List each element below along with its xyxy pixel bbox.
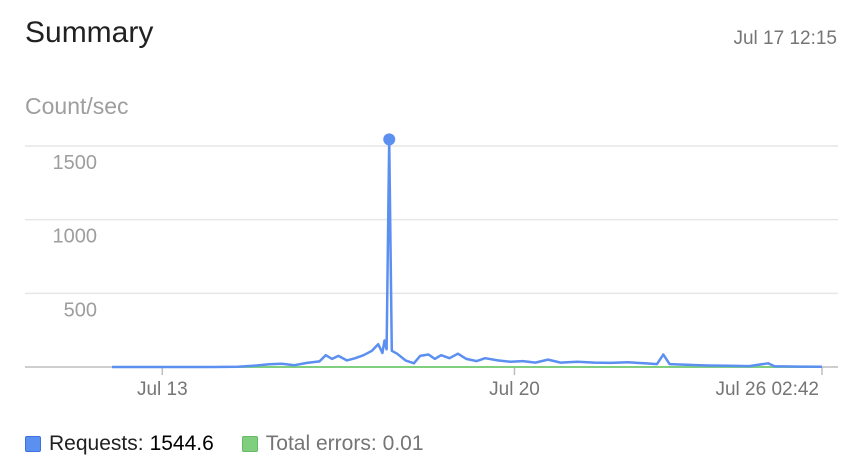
x-tick-label-1: Jul 20	[489, 379, 540, 400]
y-axis-label: Count/sec	[25, 93, 129, 119]
requests-swatch-icon	[25, 436, 41, 452]
line-chart[interactable]: 500 1000 1500 Jul 13 Jul 20 Jul 26 02:42	[0, 0, 859, 420]
legend-value-requests: 1544.6	[149, 432, 214, 455]
y-tick-label-1500: 1500	[53, 152, 98, 174]
y-tick-label-500: 500	[64, 299, 97, 321]
x-tick-label-0: Jul 13	[137, 379, 188, 400]
errors-swatch-icon	[241, 436, 258, 452]
legend-label-total-errors: Total errors:	[265, 432, 377, 455]
y-tick-label-1000: 1000	[53, 226, 98, 248]
page-title: Summary	[25, 16, 154, 49]
selected-timestamp: Jul 17 12:15	[733, 28, 837, 49]
legend-item-total-errors[interactable]: Total errors: 0.01	[241, 432, 424, 456]
legend-item-requests[interactable]: Requests: 1544.6	[25, 432, 214, 456]
series-line-requests	[112, 138, 823, 369]
legend-value-total-errors: 0.01	[382, 432, 424, 455]
legend-label-requests: Requests:	[49, 432, 144, 455]
highlight-marker	[383, 133, 396, 146]
x-tick-label-2: Jul 26 02:42	[715, 379, 819, 400]
legend: Requests: 1544.6 Total errors: 0.01	[25, 432, 452, 456]
